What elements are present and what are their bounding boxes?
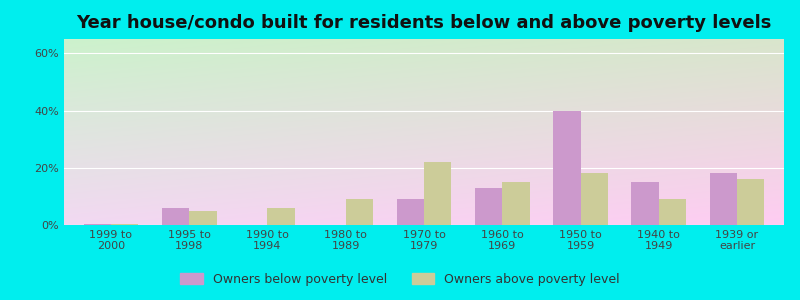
- Bar: [710, 173, 737, 225]
- Legend: Owners below poverty level, Owners above poverty level: Owners below poverty level, Owners above…: [175, 268, 625, 291]
- Bar: [581, 173, 608, 225]
- Bar: [267, 208, 295, 225]
- Bar: [553, 110, 581, 225]
- Bar: [83, 224, 111, 225]
- Bar: [737, 179, 765, 225]
- Bar: [190, 211, 217, 225]
- Title: Year house/condo built for residents below and above poverty levels: Year house/condo built for residents bel…: [76, 14, 772, 32]
- Bar: [502, 182, 530, 225]
- Bar: [397, 199, 424, 225]
- Bar: [631, 182, 658, 225]
- Bar: [475, 188, 502, 225]
- Bar: [424, 162, 451, 225]
- Bar: [111, 224, 138, 225]
- Bar: [346, 199, 373, 225]
- Bar: [162, 208, 190, 225]
- Bar: [658, 199, 686, 225]
